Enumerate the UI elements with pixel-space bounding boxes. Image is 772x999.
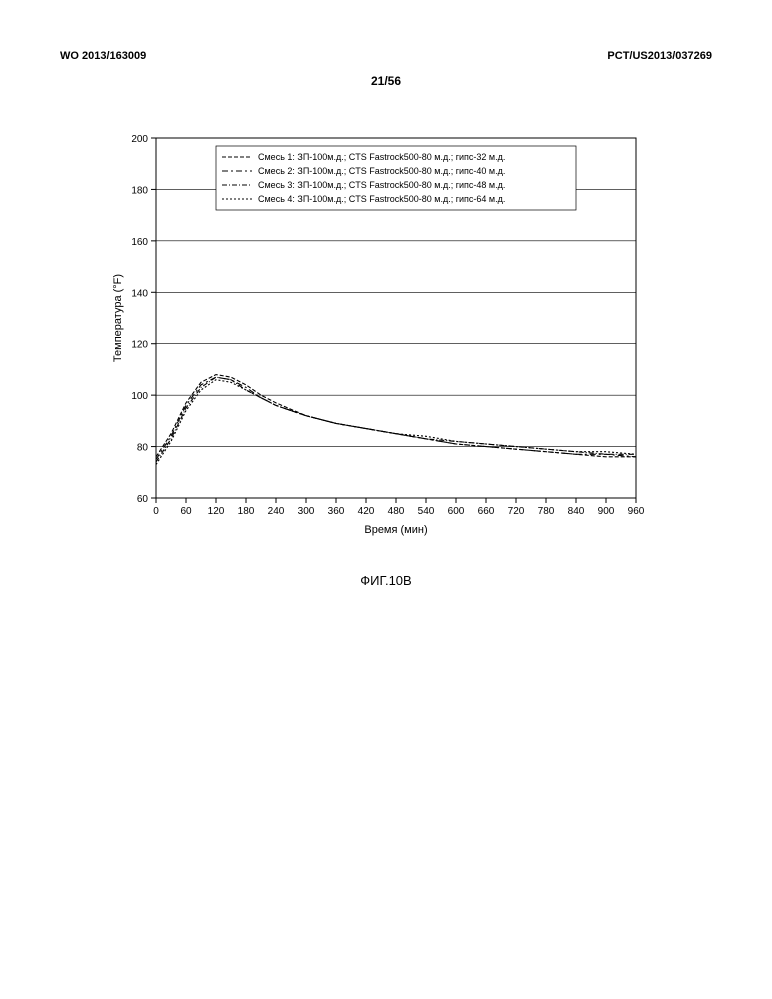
svg-text:900: 900 [598, 506, 615, 517]
svg-text:60: 60 [137, 494, 149, 505]
svg-text:60: 60 [180, 506, 192, 517]
svg-text:Смесь 3: ЗП-100м.д.; CTS Fastr: Смесь 3: ЗП-100м.д.; CTS Fastrock500-80 … [258, 180, 505, 190]
header-left: WO 2013/163009 [60, 50, 146, 62]
svg-text:Смесь 2: ЗП-100м.д.; CTS Fastr: Смесь 2: ЗП-100м.д.; CTS Fastrock500-80 … [258, 166, 505, 176]
svg-text:180: 180 [238, 506, 255, 517]
svg-text:160: 160 [131, 237, 148, 248]
svg-text:100: 100 [131, 391, 148, 402]
svg-text:0: 0 [153, 506, 159, 517]
header: WO 2013/163009 PCT/US2013/037269 [60, 50, 712, 62]
chart-container: 60 80 100 120 140 160 180 200 0 60 120 180 240 300 360… [106, 128, 666, 543]
svg-text:240: 240 [268, 506, 285, 517]
svg-text:180: 180 [131, 185, 148, 196]
svg-text:Смесь 1: ЗП-100м.д.; CTS Fastr: Смесь 1: ЗП-100м.д.; CTS Fastrock500-80 … [258, 152, 505, 162]
svg-text:Температура (°F): Температура (°F) [112, 274, 124, 362]
svg-text:300: 300 [298, 506, 315, 517]
svg-text:540: 540 [418, 506, 435, 517]
svg-text:480: 480 [388, 506, 405, 517]
svg-text:660: 660 [478, 506, 495, 517]
page: WO 2013/163009 PCT/US2013/037269 21/56 6… [0, 0, 772, 999]
svg-text:720: 720 [508, 506, 525, 517]
svg-text:120: 120 [208, 506, 225, 517]
header-right: PCT/US2013/037269 [607, 50, 712, 62]
figure-label: ФИГ.10B [60, 573, 712, 588]
svg-text:Смесь 4: ЗП-100м.д.; CTS Fastr: Смесь 4: ЗП-100м.д.; CTS Fastrock500-80 … [258, 194, 505, 204]
svg-text:960: 960 [628, 506, 645, 517]
page-number: 21/56 [60, 74, 712, 88]
svg-text:80: 80 [137, 443, 149, 454]
svg-text:840: 840 [568, 506, 585, 517]
svg-text:420: 420 [358, 506, 375, 517]
svg-text:140: 140 [131, 288, 148, 299]
svg-text:600: 600 [448, 506, 465, 517]
svg-text:360: 360 [328, 506, 345, 517]
temperature-chart: 60 80 100 120 140 160 180 200 0 60 120 180 240 300 360… [106, 128, 646, 543]
svg-text:Время (мин): Время (мин) [364, 524, 427, 536]
svg-text:120: 120 [131, 340, 148, 351]
svg-text:780: 780 [538, 506, 555, 517]
svg-text:200: 200 [131, 134, 148, 145]
